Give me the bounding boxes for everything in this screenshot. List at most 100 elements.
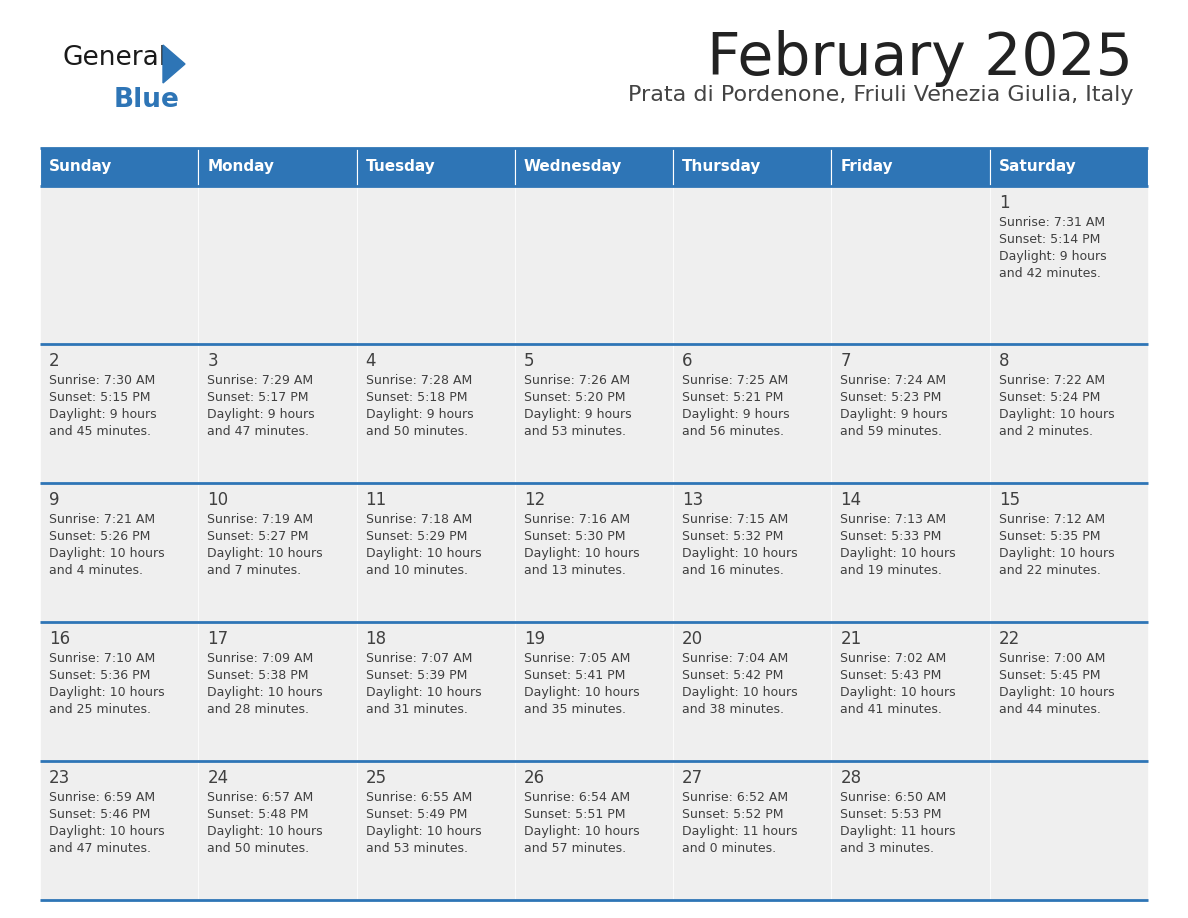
- Text: and 45 minutes.: and 45 minutes.: [49, 425, 151, 438]
- Text: and 4 minutes.: and 4 minutes.: [49, 564, 143, 577]
- Bar: [356, 761, 514, 900]
- Text: 14: 14: [840, 491, 861, 509]
- Bar: [990, 622, 1148, 761]
- Text: Daylight: 10 hours: Daylight: 10 hours: [366, 686, 481, 699]
- Text: 1: 1: [999, 194, 1010, 212]
- Text: and 47 minutes.: and 47 minutes.: [49, 842, 151, 855]
- Text: Sunrise: 7:26 AM: Sunrise: 7:26 AM: [524, 374, 630, 387]
- Text: 12: 12: [524, 491, 545, 509]
- Text: Sunset: 5:45 PM: Sunset: 5:45 PM: [999, 669, 1100, 682]
- Text: and 13 minutes.: and 13 minutes.: [524, 564, 626, 577]
- Bar: [990, 148, 1148, 186]
- Text: Sunset: 5:35 PM: Sunset: 5:35 PM: [999, 530, 1100, 543]
- Text: Sunset: 5:48 PM: Sunset: 5:48 PM: [207, 808, 309, 821]
- Bar: [674, 622, 832, 761]
- Text: Daylight: 9 hours: Daylight: 9 hours: [840, 408, 948, 421]
- Text: and 56 minutes.: and 56 minutes.: [682, 425, 784, 438]
- Text: Sunrise: 6:50 AM: Sunrise: 6:50 AM: [840, 791, 947, 804]
- Text: and 57 minutes.: and 57 minutes.: [524, 842, 626, 855]
- Bar: [990, 344, 1148, 483]
- Text: Friday: Friday: [840, 160, 893, 174]
- Text: Sunrise: 7:22 AM: Sunrise: 7:22 AM: [999, 374, 1105, 387]
- Text: Sunset: 5:39 PM: Sunset: 5:39 PM: [366, 669, 467, 682]
- Bar: [674, 761, 832, 900]
- Text: Sunset: 5:53 PM: Sunset: 5:53 PM: [840, 808, 942, 821]
- Text: Sunset: 5:33 PM: Sunset: 5:33 PM: [840, 530, 942, 543]
- Text: Sunset: 5:32 PM: Sunset: 5:32 PM: [682, 530, 784, 543]
- Text: 5: 5: [524, 352, 535, 370]
- Text: Sunset: 5:41 PM: Sunset: 5:41 PM: [524, 669, 625, 682]
- Text: and 22 minutes.: and 22 minutes.: [999, 564, 1100, 577]
- Text: Sunset: 5:18 PM: Sunset: 5:18 PM: [366, 391, 467, 404]
- Text: Sunrise: 7:21 AM: Sunrise: 7:21 AM: [49, 513, 156, 526]
- Bar: [514, 483, 674, 622]
- Text: Sunrise: 7:30 AM: Sunrise: 7:30 AM: [49, 374, 156, 387]
- Text: Daylight: 10 hours: Daylight: 10 hours: [207, 547, 323, 560]
- Text: 4: 4: [366, 352, 377, 370]
- Text: and 31 minutes.: and 31 minutes.: [366, 703, 467, 716]
- Text: Sunrise: 6:57 AM: Sunrise: 6:57 AM: [207, 791, 314, 804]
- Bar: [40, 761, 198, 900]
- Text: Sunset: 5:14 PM: Sunset: 5:14 PM: [999, 233, 1100, 246]
- Text: Daylight: 10 hours: Daylight: 10 hours: [207, 825, 323, 838]
- Text: and 47 minutes.: and 47 minutes.: [207, 425, 309, 438]
- Text: Sunrise: 7:29 AM: Sunrise: 7:29 AM: [207, 374, 314, 387]
- Text: and 0 minutes.: and 0 minutes.: [682, 842, 776, 855]
- Text: 9: 9: [49, 491, 59, 509]
- Text: Tuesday: Tuesday: [366, 160, 435, 174]
- Text: Sunrise: 7:19 AM: Sunrise: 7:19 AM: [207, 513, 314, 526]
- Bar: [832, 483, 990, 622]
- Bar: [674, 483, 832, 622]
- Bar: [674, 148, 832, 186]
- Bar: [514, 761, 674, 900]
- Bar: [832, 622, 990, 761]
- Text: and 41 minutes.: and 41 minutes.: [840, 703, 942, 716]
- Text: Sunrise: 7:15 AM: Sunrise: 7:15 AM: [682, 513, 789, 526]
- Text: Daylight: 9 hours: Daylight: 9 hours: [524, 408, 632, 421]
- Text: Saturday: Saturday: [999, 160, 1076, 174]
- Bar: [674, 186, 832, 344]
- Text: Sunset: 5:20 PM: Sunset: 5:20 PM: [524, 391, 625, 404]
- Bar: [356, 344, 514, 483]
- Text: Daylight: 10 hours: Daylight: 10 hours: [366, 825, 481, 838]
- Text: Daylight: 10 hours: Daylight: 10 hours: [999, 547, 1114, 560]
- Text: 17: 17: [207, 630, 228, 648]
- Text: Sunset: 5:26 PM: Sunset: 5:26 PM: [49, 530, 151, 543]
- Text: Daylight: 10 hours: Daylight: 10 hours: [366, 547, 481, 560]
- Text: Sunset: 5:49 PM: Sunset: 5:49 PM: [366, 808, 467, 821]
- Text: and 50 minutes.: and 50 minutes.: [207, 842, 309, 855]
- Text: Daylight: 10 hours: Daylight: 10 hours: [49, 825, 165, 838]
- Text: Daylight: 10 hours: Daylight: 10 hours: [524, 686, 639, 699]
- Text: February 2025: February 2025: [707, 30, 1133, 87]
- Bar: [40, 186, 198, 344]
- Text: Sunrise: 6:52 AM: Sunrise: 6:52 AM: [682, 791, 789, 804]
- Bar: [356, 483, 514, 622]
- Text: Sunset: 5:17 PM: Sunset: 5:17 PM: [207, 391, 309, 404]
- Bar: [514, 344, 674, 483]
- Text: Monday: Monday: [207, 160, 274, 174]
- Text: 20: 20: [682, 630, 703, 648]
- Text: Sunrise: 6:54 AM: Sunrise: 6:54 AM: [524, 791, 630, 804]
- Text: Daylight: 10 hours: Daylight: 10 hours: [999, 686, 1114, 699]
- Text: and 25 minutes.: and 25 minutes.: [49, 703, 151, 716]
- Bar: [514, 186, 674, 344]
- Text: and 19 minutes.: and 19 minutes.: [840, 564, 942, 577]
- Text: 13: 13: [682, 491, 703, 509]
- Bar: [40, 622, 198, 761]
- Text: Sunrise: 7:05 AM: Sunrise: 7:05 AM: [524, 652, 630, 665]
- Text: Sunset: 5:52 PM: Sunset: 5:52 PM: [682, 808, 784, 821]
- Bar: [356, 186, 514, 344]
- Text: Sunset: 5:42 PM: Sunset: 5:42 PM: [682, 669, 784, 682]
- Text: General: General: [62, 45, 166, 71]
- Text: and 28 minutes.: and 28 minutes.: [207, 703, 309, 716]
- Text: Daylight: 10 hours: Daylight: 10 hours: [524, 547, 639, 560]
- Text: and 3 minutes.: and 3 minutes.: [840, 842, 935, 855]
- Text: Sunday: Sunday: [49, 160, 113, 174]
- Text: and 50 minutes.: and 50 minutes.: [366, 425, 468, 438]
- Text: Daylight: 10 hours: Daylight: 10 hours: [207, 686, 323, 699]
- Text: and 42 minutes.: and 42 minutes.: [999, 267, 1100, 280]
- Bar: [514, 622, 674, 761]
- Text: Wednesday: Wednesday: [524, 160, 623, 174]
- Text: Daylight: 9 hours: Daylight: 9 hours: [207, 408, 315, 421]
- Text: 25: 25: [366, 769, 387, 787]
